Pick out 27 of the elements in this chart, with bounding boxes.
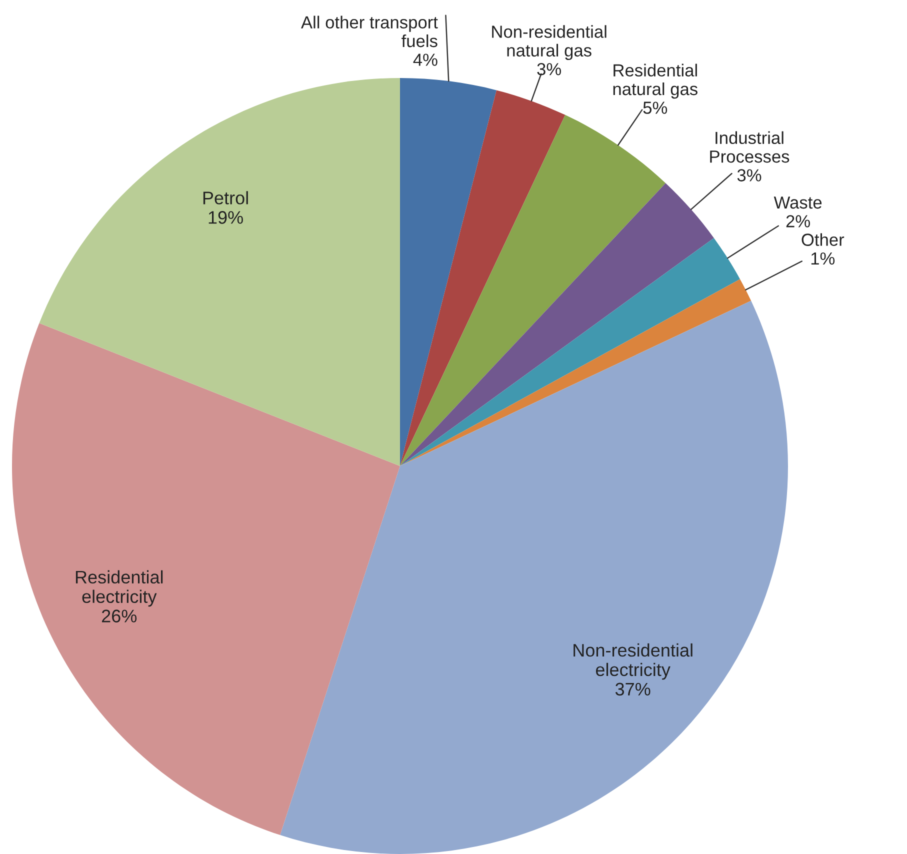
pie-slice (12, 323, 400, 836)
pie-slice (39, 78, 400, 466)
data-label: 19% (208, 211, 243, 224)
pie-slice (400, 183, 714, 466)
slice-label: Waste (774, 196, 822, 209)
slice-label: All other transport fuels (300, 16, 438, 48)
data-label: 3% (537, 63, 561, 76)
slice-label: Non-residential electricity (574, 643, 692, 680)
pie-slice (400, 279, 752, 466)
pie-slice (280, 300, 788, 854)
data-label: 26% (102, 610, 137, 622)
slice-label: Residential natural gas (613, 64, 698, 99)
data-label: 4% (413, 54, 438, 66)
slice-label: Other (802, 233, 844, 246)
pie-slice (400, 114, 666, 466)
slice-label: Petrol (203, 191, 248, 204)
data-label: 37% (615, 682, 650, 696)
slice-label: Non-residential natural gas (492, 25, 606, 60)
pie-slice (400, 90, 566, 466)
slice-label: Industrial Processes (710, 131, 790, 163)
pie-slice (400, 238, 740, 466)
pie-slice (400, 78, 496, 466)
slice-label: Residential electricity (76, 570, 163, 607)
data-label: 1% (811, 252, 835, 265)
data-label: 5% (643, 102, 668, 114)
data-label: 3% (737, 169, 762, 182)
data-label: 2% (786, 215, 810, 228)
